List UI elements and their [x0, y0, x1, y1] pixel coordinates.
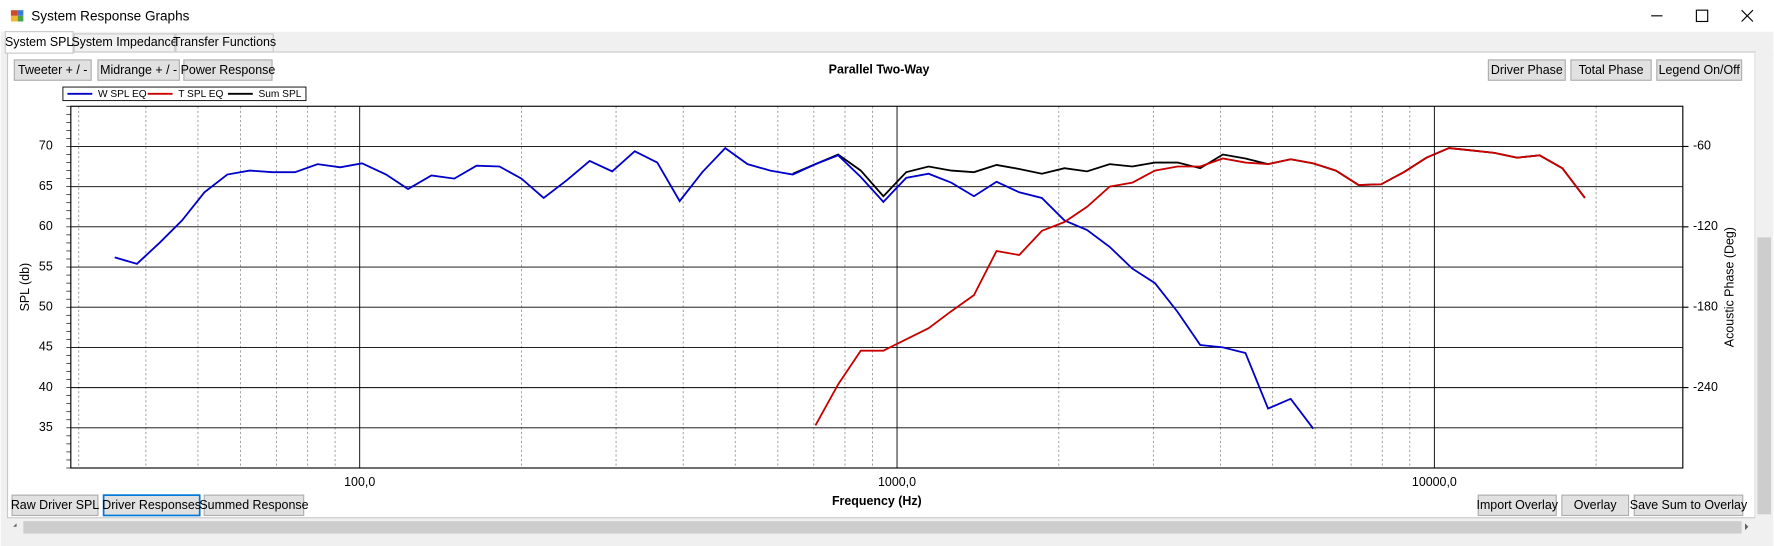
button-bg: [1561, 494, 1630, 517]
button-bg: [13, 59, 92, 81]
legend-label: T SPL EQ: [178, 89, 223, 100]
maximize-button[interactable]: [1695, 9, 1709, 23]
button[interactable]: Total Phase: [1570, 59, 1652, 81]
chart: Parallel Two-Way Frequency (Hz) SPL (db)…: [18, 62, 1737, 508]
button-bg: [1656, 59, 1743, 81]
y-tick-label: 65: [39, 179, 53, 193]
button[interactable]: Overlay: [1561, 494, 1630, 517]
tab[interactable]: System SPL: [4, 31, 74, 54]
button-label: Driver Phase: [1491, 63, 1563, 77]
button[interactable]: Raw Driver SPL: [11, 494, 99, 517]
y2-tick-label: -60: [1693, 139, 1711, 153]
button-bg: [102, 494, 201, 517]
x-tick-label: 100,0: [344, 475, 375, 489]
y-axis-label: SPL (db): [18, 263, 32, 312]
button-bg: [1633, 494, 1744, 517]
y2-tick-label: -180: [1693, 300, 1718, 314]
tab-label: System SPL: [5, 35, 73, 49]
plot-area: [70, 106, 1683, 469]
y-tick-label: 45: [39, 340, 53, 354]
y2-axis-label: Acoustic Phase (Deg): [1723, 227, 1737, 347]
v-scrollbar[interactable]: [1755, 52, 1774, 546]
y-tick-label: 50: [39, 300, 53, 314]
button-label: Midrange + / -: [100, 63, 177, 77]
button[interactable]: Import Overlay: [1476, 494, 1559, 517]
tab-label: Transfer Functions: [173, 35, 276, 49]
chart-title: Parallel Two-Way: [829, 62, 930, 76]
y-tick-label: 70: [39, 139, 53, 153]
button-bar: Tweeter + / - Midrange + / - Power Respons…: [11, 59, 1748, 517]
button-label: Legend On/Off: [1659, 63, 1741, 77]
button-bg: [183, 59, 273, 81]
y-tick-label: 35: [39, 420, 53, 434]
legend-label: Sum SPL: [258, 89, 301, 100]
button-bg: [203, 494, 305, 517]
x-axis-label: Frequency (Hz): [832, 494, 922, 508]
y2-tick-label: -240: [1693, 380, 1718, 394]
button-label: Overlay: [1574, 498, 1618, 512]
y2-tick-label: -120: [1693, 219, 1718, 233]
tab-bg: [175, 33, 274, 53]
legend-box: [62, 86, 307, 102]
button-label: Power Response: [181, 63, 276, 77]
series-line: [114, 146, 1315, 430]
close-button[interactable]: [1741, 9, 1754, 22]
legend-label: W SPL EQ: [98, 89, 147, 100]
button-label: Raw Driver SPL: [11, 498, 99, 512]
button[interactable]: Driver Responses: [102, 494, 201, 517]
button-bg: [1570, 59, 1652, 81]
y-tick-label: 60: [39, 219, 53, 233]
tab-bg: [73, 33, 176, 53]
y-tick-label: 55: [39, 259, 53, 273]
h-scrollbar[interactable]: [9, 520, 1753, 535]
button[interactable]: Legend On/Off: [1656, 59, 1743, 81]
button[interactable]: Driver Phase: [1487, 59, 1566, 81]
button[interactable]: Midrange + / -: [97, 59, 180, 81]
tab-bg: [4, 31, 74, 54]
tab-label: System Impedance: [71, 35, 177, 49]
button[interactable]: Save Sum to Overlay: [1630, 494, 1748, 517]
button-bg: [97, 59, 180, 81]
button-label: Tweeter + / -: [18, 63, 87, 77]
button-label: Import Overlay: [1476, 498, 1558, 512]
button-bg: [11, 494, 99, 517]
series-line: [814, 147, 1586, 426]
button-label: Total Phase: [1579, 63, 1644, 77]
tab[interactable]: Transfer Functions: [173, 33, 276, 53]
app-icon: [10, 10, 24, 22]
button-label: Driver Responses: [102, 498, 201, 512]
button-label: Save Sum to Overlay: [1630, 498, 1748, 512]
x-tick-label: 1000,0: [878, 475, 916, 489]
window-title: System Response Graphs: [31, 9, 189, 24]
y-tick-label: 40: [39, 380, 53, 394]
legend: W SPL EQ T SPL EQ Sum SPL: [62, 86, 307, 102]
button-bg: [1487, 59, 1566, 81]
x-tick-label: 10000,0: [1412, 475, 1457, 489]
tab[interactable]: System Impedance: [71, 33, 178, 53]
plot-frame: [70, 105, 1684, 469]
button[interactable]: Summed Response: [199, 494, 309, 517]
button-label: Summed Response: [199, 498, 308, 512]
button-bg: [1477, 494, 1557, 517]
button[interactable]: Tweeter + / -: [13, 59, 92, 81]
button[interactable]: Power Response: [181, 59, 276, 81]
